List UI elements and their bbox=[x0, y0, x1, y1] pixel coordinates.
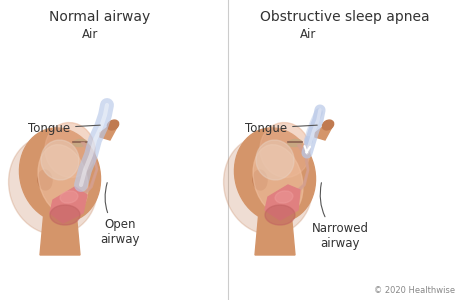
Ellipse shape bbox=[73, 140, 87, 146]
Polygon shape bbox=[50, 187, 87, 223]
Ellipse shape bbox=[50, 205, 80, 225]
Ellipse shape bbox=[264, 205, 294, 225]
Ellipse shape bbox=[252, 170, 266, 190]
Text: Air: Air bbox=[82, 28, 98, 41]
Text: Open
airway: Open airway bbox=[100, 183, 140, 246]
Polygon shape bbox=[314, 123, 331, 140]
Text: Narrowed
airway: Narrowed airway bbox=[311, 183, 368, 250]
Polygon shape bbox=[100, 123, 117, 140]
FancyArrowPatch shape bbox=[308, 112, 318, 141]
Ellipse shape bbox=[252, 145, 302, 215]
Ellipse shape bbox=[322, 120, 333, 130]
Ellipse shape bbox=[274, 191, 292, 203]
Ellipse shape bbox=[9, 135, 97, 235]
Ellipse shape bbox=[38, 170, 52, 190]
Ellipse shape bbox=[107, 120, 118, 130]
Ellipse shape bbox=[223, 135, 312, 235]
Ellipse shape bbox=[19, 128, 101, 222]
Text: Tongue: Tongue bbox=[245, 122, 317, 134]
Ellipse shape bbox=[60, 191, 78, 203]
Ellipse shape bbox=[38, 145, 88, 215]
Polygon shape bbox=[40, 195, 80, 255]
Text: Obstructive sleep apnea: Obstructive sleep apnea bbox=[260, 10, 429, 24]
Text: Normal airway: Normal airway bbox=[49, 10, 150, 24]
Ellipse shape bbox=[234, 128, 315, 222]
Ellipse shape bbox=[259, 123, 309, 177]
Text: Tongue: Tongue bbox=[28, 122, 100, 134]
Polygon shape bbox=[254, 195, 294, 255]
Polygon shape bbox=[264, 185, 299, 220]
Ellipse shape bbox=[41, 140, 79, 180]
Ellipse shape bbox=[45, 123, 95, 177]
Ellipse shape bbox=[255, 140, 293, 180]
Ellipse shape bbox=[287, 140, 301, 146]
Text: Air: Air bbox=[299, 28, 316, 41]
Text: © 2020 Healthwise: © 2020 Healthwise bbox=[373, 286, 454, 295]
